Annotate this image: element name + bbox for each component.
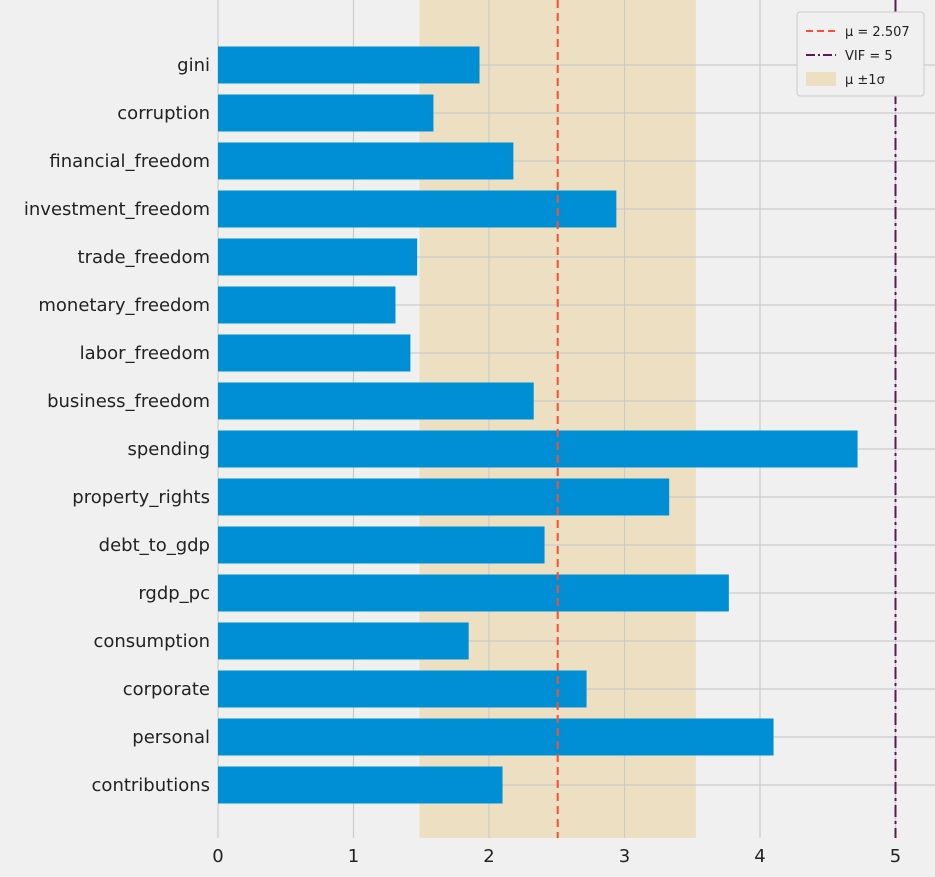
x-tick-label: 3 <box>619 846 630 867</box>
bar-trade-freedom <box>218 238 418 276</box>
bar-property-rights <box>218 478 670 516</box>
legend: μ = 2.507 VIF = 5 μ ±1σ <box>796 11 925 97</box>
x-tick-label: 0 <box>212 846 223 867</box>
y-tick-label: monetary_freedom <box>38 295 210 316</box>
y-tick-label: business_freedom <box>47 391 210 412</box>
bar-monetary-freedom <box>218 286 396 324</box>
y-tick-label: consumption <box>93 631 210 652</box>
bar-financial-freedom <box>218 142 514 180</box>
x-tick-label: 4 <box>754 846 765 867</box>
bar-layer <box>218 46 858 804</box>
bar-investment-freedom <box>218 190 617 228</box>
legend-box <box>796 11 925 97</box>
bar-rgdp-pc <box>218 574 729 612</box>
x-tick-label: 2 <box>483 846 494 867</box>
bar-personal <box>218 718 774 756</box>
bar-gini <box>218 46 480 84</box>
y-tick-label: debt_to_gdp <box>99 535 210 556</box>
y-tick-label: spending <box>127 439 210 460</box>
legend-mean-label: μ = 2.507 <box>845 25 910 40</box>
reference-line-layer <box>556 0 897 838</box>
y-tick-label: rgdp_pc <box>138 583 210 604</box>
y-tick-label: contributions <box>92 775 210 796</box>
y-tick-label: corruption <box>117 103 210 124</box>
bar-contributions <box>218 766 503 804</box>
bar-debt-to-gdp <box>218 526 545 564</box>
y-tick-labels: gini corruption financial_freedom investmen… <box>24 55 210 796</box>
bar-spending <box>218 430 858 468</box>
bar-labor-freedom <box>218 334 411 372</box>
y-tick-label: corporate <box>123 679 210 700</box>
bar-corporate <box>218 670 587 708</box>
bar-consumption <box>218 622 469 660</box>
y-tick-label: labor_freedom <box>80 343 210 364</box>
x-tick-labels: 0 1 2 3 4 5 <box>212 846 901 867</box>
x-tick-label: 1 <box>348 846 359 867</box>
y-tick-label: gini <box>177 55 210 76</box>
bar-corruption <box>218 94 434 132</box>
bar-business-freedom <box>218 382 534 420</box>
y-tick-label: personal <box>132 727 210 748</box>
legend-band-label: μ ±1σ <box>845 73 885 88</box>
legend-band-swatch <box>806 72 836 86</box>
y-tick-label: financial_freedom <box>49 151 210 172</box>
y-tick-label: property_rights <box>72 487 210 508</box>
y-tick-label: investment_freedom <box>24 199 210 220</box>
legend-vif-label: VIF = 5 <box>845 49 893 64</box>
x-tick-label: 5 <box>890 846 901 867</box>
y-tick-label: trade_freedom <box>78 247 210 268</box>
